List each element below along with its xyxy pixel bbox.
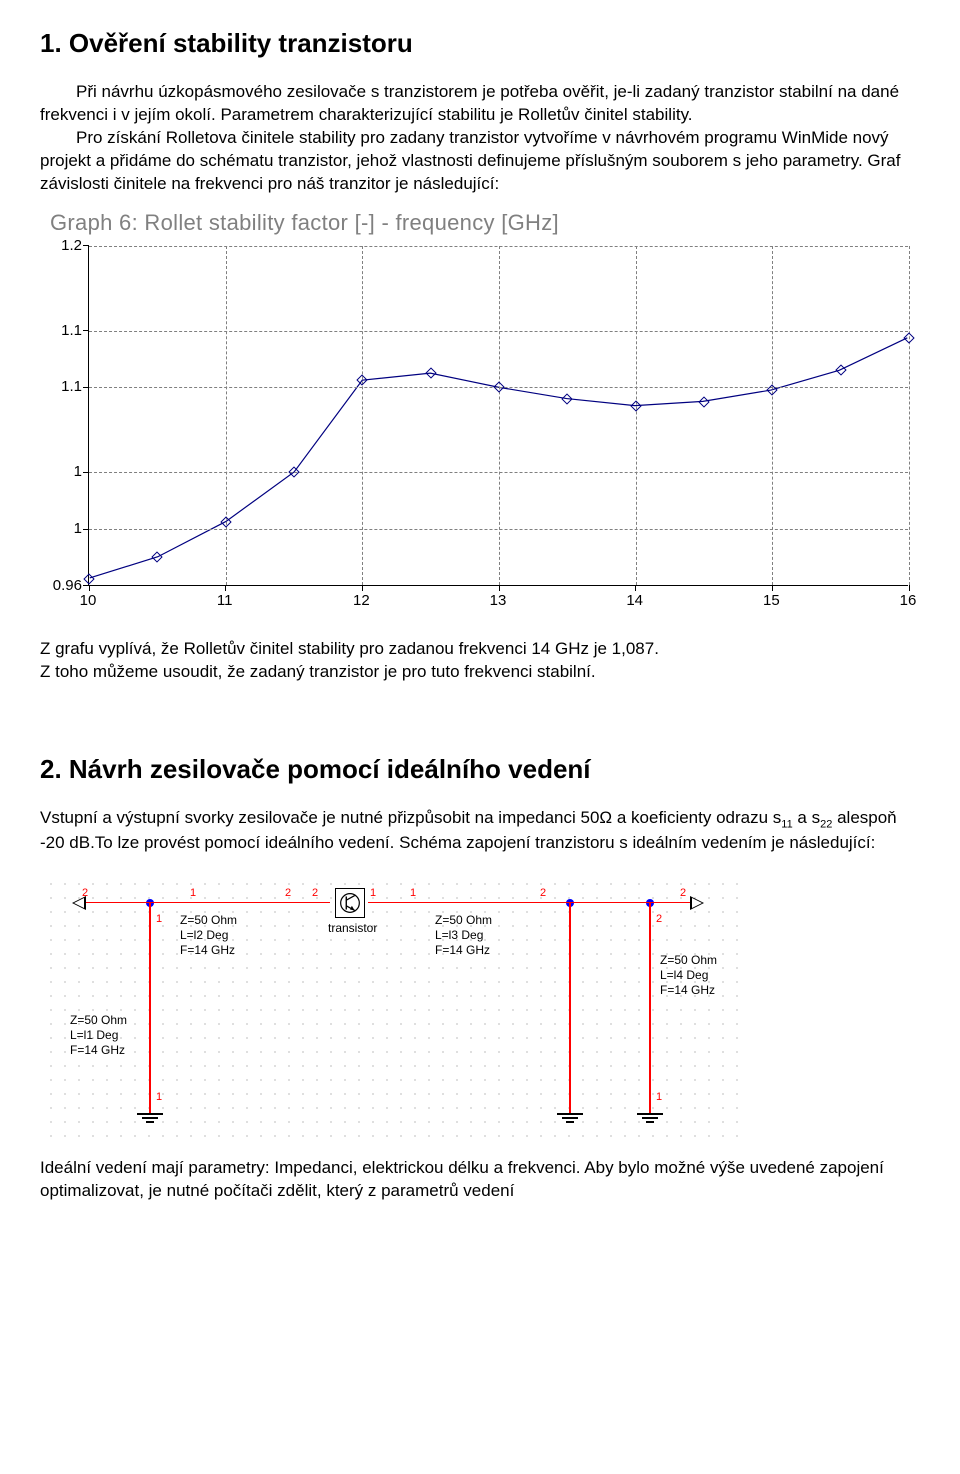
pin-num: 2 [540,887,546,899]
pin-num: 1 [156,1091,162,1103]
chart-xlabel: 14 [620,592,650,609]
tl2-label: Z=50 Ohm L=l2 Deg F=14 GHz [180,913,237,958]
schematic-canvas: transistor Z=50 Ohm L=l2 Deg F=14 GHz Z=50… [40,873,740,1143]
chart-ylabel: 1.1 [42,322,82,339]
wire [650,902,690,904]
chart-xlabel: 10 [73,592,103,609]
chart-xlabel: 15 [756,592,786,609]
section1-para2: Pro získání Rolletova činitele stability… [40,127,920,196]
chart-xlabel: 13 [483,592,513,609]
pin-num: 1 [190,887,196,899]
pin-num: 2 [656,913,662,925]
chart-title: Graph 6: Rollet stability factor [-] - f… [50,210,920,236]
chart-xtick [772,585,773,591]
chart-axes [88,246,908,586]
chart-ytick [83,472,89,473]
pin-num: 1 [370,887,376,899]
chart-xtick [635,585,636,591]
pin-num: 2 [680,887,686,899]
chart-xtick [362,585,363,591]
chart-vgrid [362,246,363,585]
chart-ylabel: 1.2 [42,237,82,254]
pin-num: 2 [312,887,318,899]
chart-ylabel: 1.1 [42,378,82,395]
section2-p1b: a s [793,808,820,827]
wire [368,902,570,904]
tl3-label: Z=50 Ohm L=l3 Deg F=14 GHz [435,913,492,958]
section2-p1a: Vstupní a výstupní svorky zesilovače je … [40,808,781,827]
pin-num: 2 [285,887,291,899]
chart-xtick [89,585,90,591]
chart-plot-area: 0.96111.11.11.210111213141516 [40,240,920,620]
pin-num: 1 [410,887,416,899]
section1-title: 1. Ověření stability tranzistoru [40,28,920,59]
pin-num: 1 [656,1091,662,1103]
after-schematic-para: Ideální vedení mají parametry: Impedanci… [40,1157,920,1203]
wire [649,903,651,1113]
chart-vgrid [636,246,637,585]
schematic-figure: transistor Z=50 Ohm L=l2 Deg F=14 GHz Z=50… [40,873,920,1143]
chart-vgrid [909,246,910,585]
section2-title: 2. Návrh zesilovače pomocí ideálního ved… [40,754,920,785]
gnd [137,1113,163,1115]
wire [570,902,650,904]
gnd [637,1113,663,1115]
wire [569,903,571,1113]
transistor-symbol [335,888,365,918]
sub-s22: 22 [820,818,832,830]
chart-xtick [225,585,226,591]
chart-xlabel: 16 [893,592,923,609]
chart-xlabel: 11 [210,592,240,609]
after-chart-line1: Z grafu vyplívá, že Rolletův činitel sta… [40,638,920,661]
chart-vgrid [226,246,227,585]
chart-vgrid [772,246,773,585]
chart-xtick [499,585,500,591]
schematic-grid [40,873,740,1143]
stability-chart: Graph 6: Rollet stability factor [-] - f… [40,210,920,620]
tl1-label: Z=50 Ohm L=l1 Deg F=14 GHz [70,1013,127,1058]
chart-ytick [83,387,89,388]
chart-ytick [83,330,89,331]
chart-xlabel: 12 [346,592,376,609]
chart-ytick [83,529,89,530]
sub-s11: 11 [781,818,792,830]
transistor-label: transistor [328,921,377,936]
chart-ylabel: 1 [42,520,82,537]
chart-ylabel: 1 [42,463,82,480]
chart-xtick [909,585,910,591]
gnd [557,1113,583,1115]
tl4-label: Z=50 Ohm L=l4 Deg F=14 GHz [660,953,717,998]
after-chart-line2: Z toho můžeme usoudit, že zadaný tranzis… [40,661,920,684]
pin-num: 1 [156,913,162,925]
chart-vgrid [499,246,500,585]
port-right-icon [690,896,704,910]
wire [150,902,330,904]
chart-ytick [83,245,89,246]
pin-num: 2 [82,887,88,899]
wire [86,902,150,904]
section1-para1: Při návrhu úzkopásmového zesilovače s tr… [40,81,920,127]
wire [149,903,151,1113]
section2-para1: Vstupní a výstupní svorky zesilovače je … [40,807,920,855]
